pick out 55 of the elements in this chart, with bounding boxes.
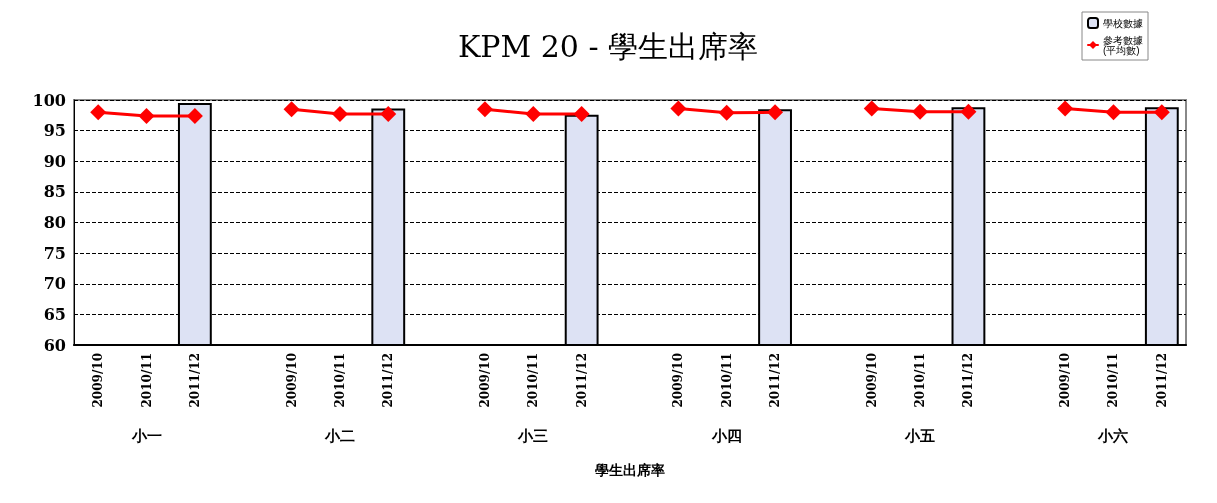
y-tick-label: 90 bbox=[43, 151, 66, 171]
y-tick-label: 85 bbox=[43, 182, 66, 202]
point bbox=[525, 106, 542, 123]
point bbox=[863, 100, 880, 117]
legend-label: 參考數據 (平均數) bbox=[1103, 34, 1143, 56]
chart-title: KPM 20 - 學生出席率 bbox=[457, 28, 759, 64]
x-tick-label: 2010/11 bbox=[139, 353, 154, 408]
point bbox=[573, 106, 590, 123]
x-tick-label: 2011/12 bbox=[1154, 353, 1169, 408]
point bbox=[90, 104, 107, 121]
text: 小五 bbox=[904, 426, 936, 444]
text: 小一 bbox=[130, 426, 162, 444]
text: 小六 bbox=[1097, 426, 1129, 444]
point bbox=[138, 107, 155, 124]
y-tick-label: 60 bbox=[43, 335, 66, 355]
x-tick-label: 2011/12 bbox=[768, 353, 783, 408]
point bbox=[476, 101, 493, 118]
x-tick-label: 2010/11 bbox=[526, 353, 541, 408]
point bbox=[331, 106, 348, 123]
point bbox=[718, 104, 735, 121]
x-tick-label: 2009/10 bbox=[284, 353, 299, 408]
x-tick-label: 2011/12 bbox=[381, 353, 396, 408]
x-tick-label: 2009/10 bbox=[91, 353, 106, 408]
x-tick-label: 2009/10 bbox=[864, 353, 879, 408]
x-tick-label: 2010/11 bbox=[1106, 353, 1121, 408]
y-tick-label: 75 bbox=[43, 243, 66, 263]
y-tick-label: 100 bbox=[32, 90, 66, 110]
x-tick-label: 2011/12 bbox=[574, 353, 589, 408]
point bbox=[1153, 104, 1170, 121]
x-tick-label: 2010/11 bbox=[719, 353, 734, 408]
y-tick-label: 70 bbox=[43, 274, 66, 294]
point bbox=[670, 100, 687, 117]
point bbox=[960, 103, 977, 120]
point bbox=[283, 101, 300, 118]
text: 小四 bbox=[710, 426, 742, 444]
x-tick-label: 2011/12 bbox=[187, 353, 202, 408]
point bbox=[1105, 104, 1122, 121]
y-tick-label: 95 bbox=[43, 121, 66, 141]
x-tick-label: 2009/10 bbox=[1058, 353, 1073, 408]
text: 小三 bbox=[517, 426, 549, 444]
y-tick-label: 65 bbox=[43, 304, 66, 324]
x-tick-label: 2010/11 bbox=[332, 353, 347, 408]
x-tick-label: 2009/10 bbox=[671, 353, 686, 408]
point bbox=[912, 103, 929, 120]
text: 小二 bbox=[323, 426, 355, 444]
legend-label: 學校數據 bbox=[1103, 17, 1143, 29]
y-tick-label: 80 bbox=[43, 213, 66, 232]
x-tick-label: 2011/12 bbox=[961, 353, 976, 408]
x-tick-label: 2010/11 bbox=[913, 353, 928, 408]
point bbox=[380, 106, 397, 123]
point bbox=[1057, 100, 1074, 117]
point bbox=[767, 104, 784, 121]
x-axis-title: 學生出席率 bbox=[595, 462, 665, 478]
point bbox=[186, 107, 203, 124]
x-tick-label: 2009/10 bbox=[477, 353, 492, 408]
